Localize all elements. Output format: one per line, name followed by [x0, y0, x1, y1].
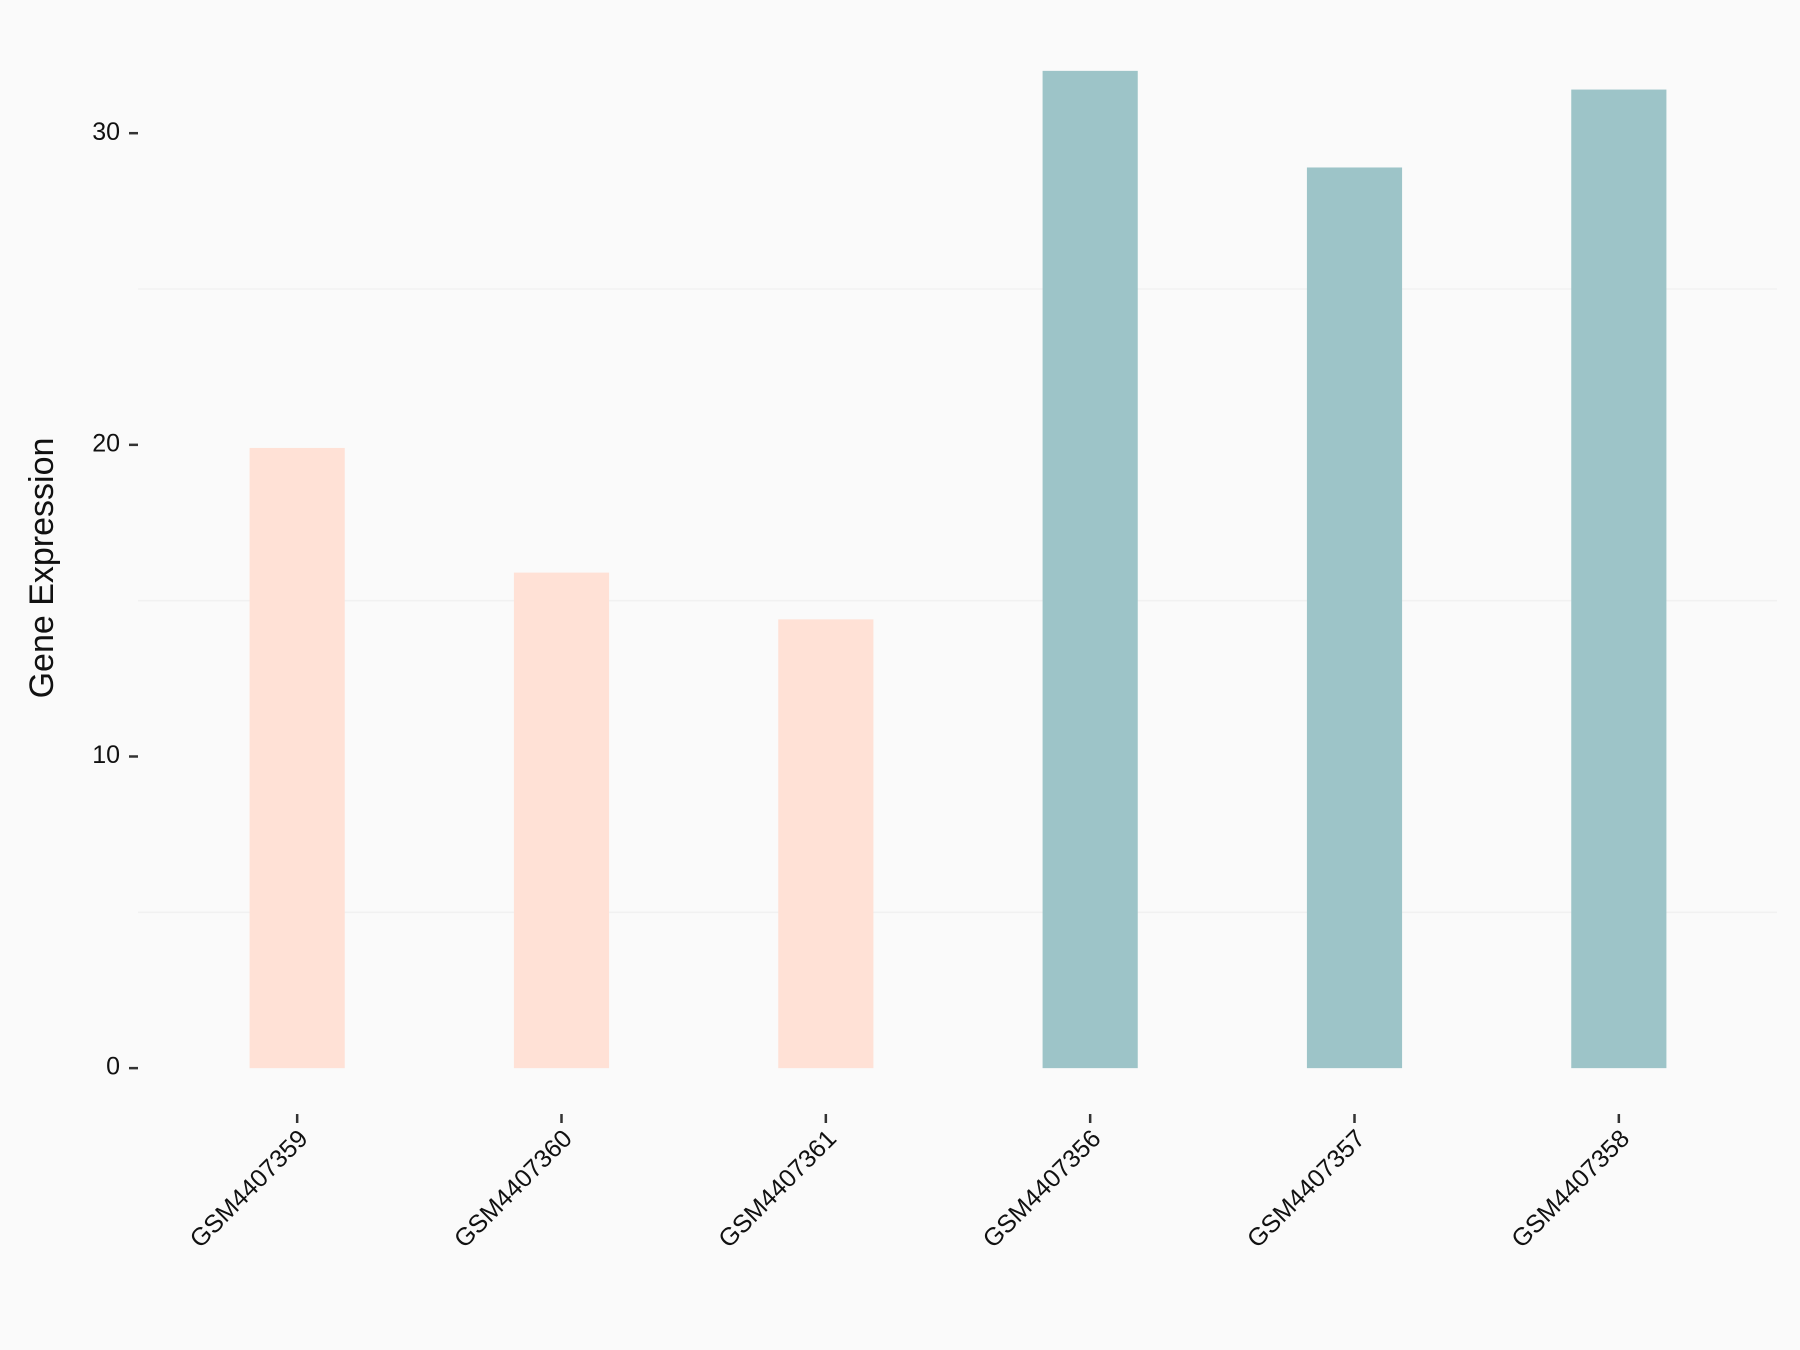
bar [778, 619, 874, 1069]
y-tick-label: 20 [92, 429, 120, 457]
bar [1571, 89, 1667, 1069]
y-tick-label: 0 [106, 1053, 120, 1081]
y-axis-label: Gene Expression [23, 438, 61, 699]
y-tick-label: 30 [92, 118, 120, 146]
bar [513, 572, 610, 1069]
bar [1306, 167, 1403, 1069]
bar [1042, 70, 1138, 1069]
bar [249, 447, 345, 1069]
y-tick-label: 10 [92, 741, 120, 769]
